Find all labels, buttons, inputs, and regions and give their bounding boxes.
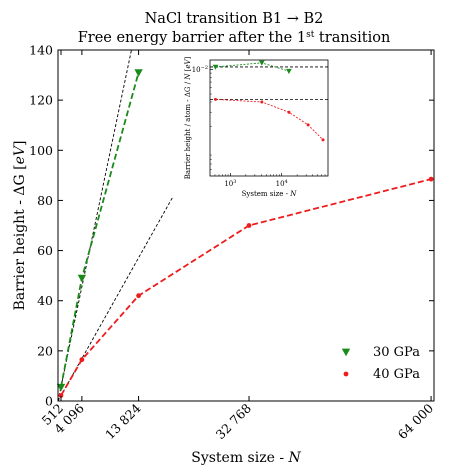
inset-frame [209, 59, 329, 177]
plot-frame [57, 49, 435, 402]
inset-data-point-s1-4 [321, 138, 325, 142]
data-point-s1-0 [58, 393, 64, 398]
inset-background [210, 60, 328, 176]
inset-data-point-s1-2 [287, 110, 291, 114]
data-point-s0-0 [56, 383, 66, 392]
y-tick-label: 40 [37, 293, 53, 308]
x-tick-label: 64 000 [395, 400, 437, 442]
data-point-s1-1 [79, 357, 85, 363]
x-axis-label: System size - N [191, 450, 301, 466]
y-tick-label: 60 [37, 243, 53, 258]
y-tick-label: 80 [37, 193, 53, 208]
inset-y-tick-label: 10−2 [192, 65, 208, 74]
inset-chart: 103 104 10−2 System size - N Barrier height … [184, 56, 329, 198]
inset-y-axis-label: Barrier height / atom - ΔG / N [eV] [184, 56, 192, 179]
inset-data-point-s1-3 [306, 123, 310, 127]
data-point-s0-1 [77, 274, 87, 283]
y-axis-label: Barrier height - ΔG [eV] [12, 140, 28, 310]
legend-marker-1 [343, 371, 349, 377]
y-tick-label: 0 [45, 394, 53, 409]
inset-data-point-s1-1 [260, 100, 264, 104]
data-point-s1-2 [136, 293, 141, 299]
inset-data-point-s1-0 [213, 97, 217, 101]
inset-x-tick-label: 103 [224, 179, 236, 188]
chart-title: NaCl transition B1 → B2 [145, 11, 324, 27]
chart-subtitle: Free energy barrier after the 1st transi… [78, 30, 391, 46]
y-tick-label: 120 [29, 93, 53, 108]
inset-data-point-s0-2 [286, 68, 292, 74]
y-tick-label: 20 [37, 343, 53, 358]
legend-label-1: 40 GPa [373, 367, 420, 382]
data-point-s0-2 [134, 69, 143, 77]
x-tick-label: 32 768 [213, 400, 255, 442]
inset-data-point-s0-0 [212, 64, 219, 70]
x-tick-label: 13 824 [102, 400, 144, 442]
legend-marker-0 [341, 348, 351, 357]
y-tick-label: 140 [29, 43, 53, 58]
series-line-1 [60, 178, 432, 396]
inset-x-tick-label: 104 [276, 179, 288, 188]
inset-x-axis-label: System size - N [242, 190, 298, 198]
inset-data-point-s0-1 [259, 60, 265, 66]
y-tick-label: 100 [29, 143, 53, 158]
data-point-s1-3 [246, 223, 252, 228]
data-point-s1-4 [428, 176, 434, 182]
legend-label-0: 30 GPa [373, 345, 420, 360]
reference-line-2 [57, 197, 173, 402]
